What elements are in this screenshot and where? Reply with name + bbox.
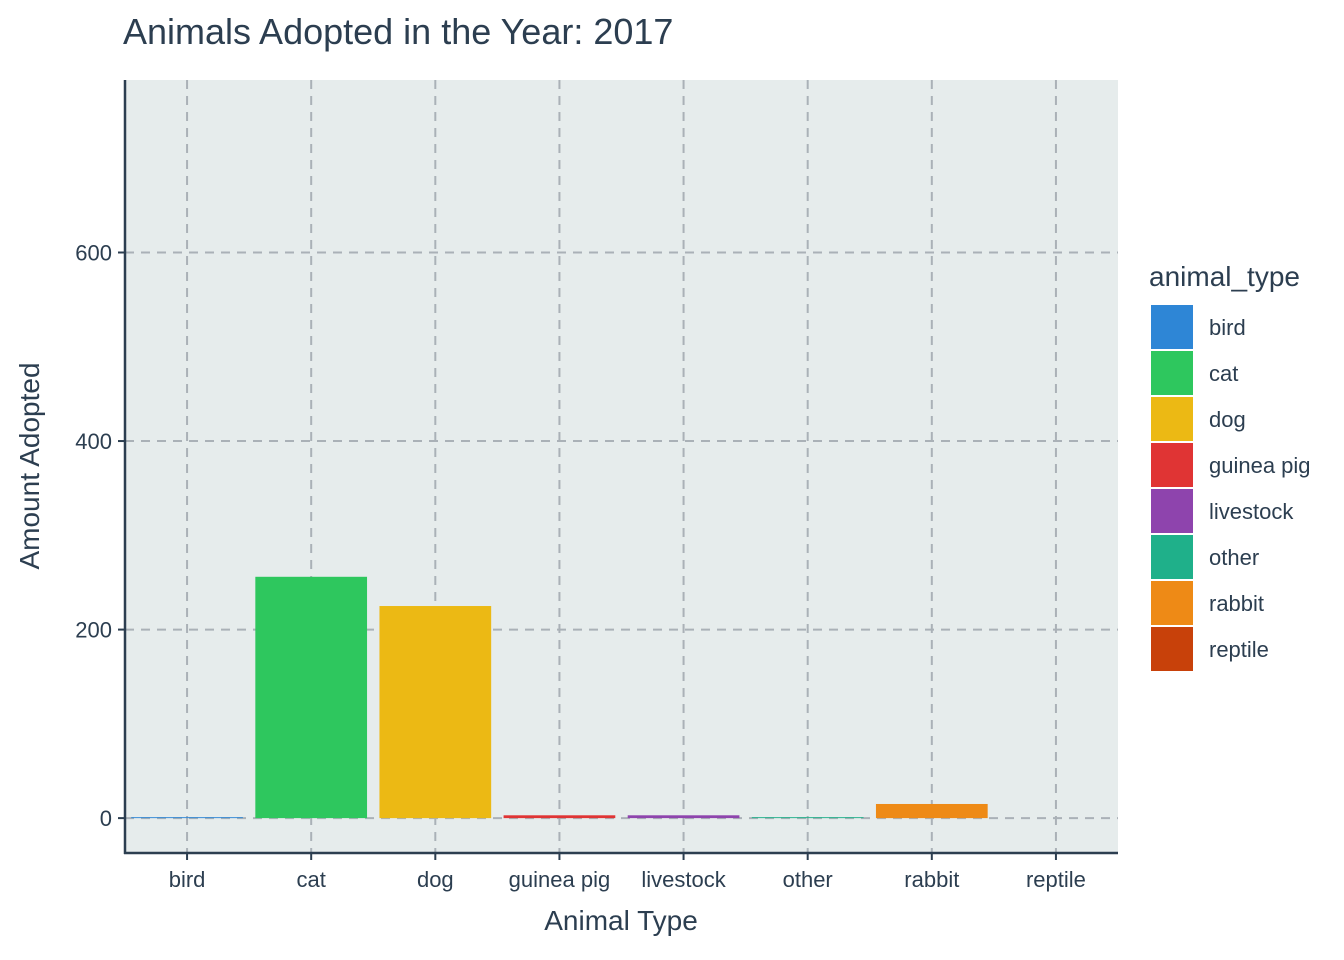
bar-guinea-pig [503,815,616,819]
x-tick-label: dog [417,867,454,892]
x-tick-label: guinea pig [509,867,611,892]
bar-dog [379,606,492,819]
legend-key-cat [1151,351,1193,395]
legend-label: other [1209,545,1259,570]
x-axis-ticks: bird cat dog guinea pig livestock other rabbit… [169,853,1086,892]
legend-title: animal_type [1149,261,1300,292]
x-tick-label: reptile [1026,867,1086,892]
x-tick-label: bird [169,867,206,892]
bar-cat [255,576,368,819]
legend-key-dog [1151,397,1193,441]
legend-key-livestock [1151,489,1193,533]
y-tick-label: 200 [75,618,112,643]
chart-title: Animals Adopted in the Year: 2017 [123,11,673,52]
bar-other [751,817,864,819]
x-tick-label: livestock [641,867,726,892]
bar-livestock [627,815,740,819]
legend-label: livestock [1209,499,1294,524]
legend-label: guinea pig [1209,453,1311,478]
legend: animal_type bird cat dog guinea pig livestoc… [1149,261,1311,671]
legend-items: bird cat dog guinea pig livestock other rabbit… [1151,305,1311,671]
y-tick-label: 400 [75,429,112,454]
legend-key-bird [1151,305,1193,349]
legend-key-guinea-pig [1151,443,1193,487]
bars [131,576,988,819]
y-axis-title: Amount Adopted [14,362,45,569]
x-tick-label: rabbit [904,867,959,892]
y-axis-ticks: 0 200 400 600 [75,241,125,831]
legend-label: rabbit [1209,591,1264,616]
legend-key-reptile [1151,627,1193,671]
legend-key-other [1151,535,1193,579]
x-tick-label: other [783,867,833,892]
legend-key-rabbit [1151,581,1193,625]
bar-bird [131,817,243,819]
legend-label: cat [1209,361,1238,386]
legend-label: dog [1209,407,1246,432]
x-axis-title: Animal Type [544,905,698,936]
bar-rabbit [875,803,988,819]
y-tick-label: 0 [100,806,112,831]
y-tick-label: 600 [75,241,112,266]
legend-label: bird [1209,315,1246,340]
legend-label: reptile [1209,637,1269,662]
x-tick-label: cat [297,867,326,892]
